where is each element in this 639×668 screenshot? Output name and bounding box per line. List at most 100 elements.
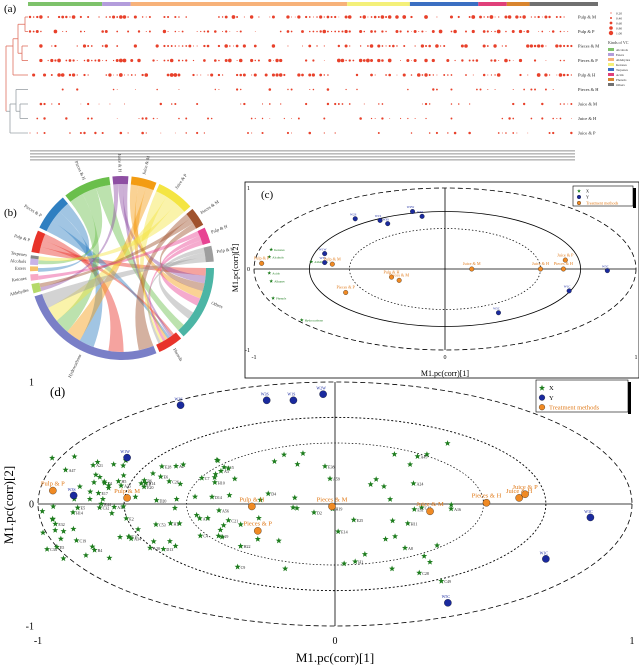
bubble	[479, 15, 482, 19]
bubble	[87, 15, 90, 19]
ring-segment	[112, 176, 129, 185]
bubble	[254, 117, 256, 120]
bubble	[338, 16, 340, 18]
bubble	[519, 16, 522, 18]
bubble	[552, 131, 555, 135]
bubble	[341, 30, 344, 33]
x-variable-star	[196, 515, 203, 521]
treatment-label: Juice & H	[532, 261, 549, 266]
x-variable-label: Hydrocarbons	[305, 319, 324, 323]
bubble	[163, 59, 166, 62]
bubble	[533, 59, 537, 62]
bubble	[43, 117, 46, 120]
bubble	[541, 102, 544, 106]
bubble	[170, 45, 173, 47]
kind-legend-swatch	[608, 53, 614, 56]
x-variable-star	[141, 477, 148, 483]
bubble	[116, 30, 119, 33]
row-label: Pulp & P	[578, 29, 595, 34]
bubble	[385, 30, 387, 33]
x-variable-star	[106, 554, 113, 561]
bubble	[504, 15, 508, 19]
chord-label: Pulp & H	[210, 223, 229, 234]
bubble	[403, 44, 406, 48]
bubble	[501, 117, 504, 120]
x-variable-star	[82, 552, 89, 558]
bubble	[268, 88, 272, 91]
x-variable-label: A45	[421, 454, 428, 459]
row-label: Pieces & H	[578, 87, 599, 92]
bubble	[104, 44, 108, 48]
bubble	[309, 88, 311, 91]
panel-c-label: (c)	[261, 189, 274, 201]
legend-entry: Y	[586, 194, 589, 199]
x-variable-label: D14	[215, 495, 222, 500]
x-variable-star	[392, 533, 399, 539]
bubble	[352, 59, 355, 62]
x-variable-label: E38	[328, 464, 334, 469]
bubble	[105, 16, 108, 18]
treatment-point	[426, 507, 434, 516]
bubble	[185, 132, 187, 134]
x-variable-star	[234, 563, 241, 570]
bubble	[178, 16, 180, 18]
bubble	[115, 59, 119, 62]
legend-treatment-marker	[538, 404, 546, 411]
bubble	[556, 117, 558, 120]
bubble	[112, 88, 115, 91]
bubble	[137, 30, 141, 33]
x-variable-star	[373, 476, 380, 482]
bubble	[367, 16, 369, 18]
bubble	[236, 16, 239, 18]
bubble	[348, 30, 351, 33]
treatment-point	[343, 290, 349, 295]
y-variable-label: W3S	[319, 256, 326, 260]
bubble	[94, 131, 97, 135]
bubble	[308, 73, 312, 77]
x-variable-label: C53	[159, 523, 166, 528]
kind-legend-label: Esters	[616, 53, 625, 57]
row-label: Juice & M	[578, 102, 597, 107]
x-variable-star	[211, 474, 218, 480]
x-variable-star	[90, 479, 98, 485]
chord-ribbon	[67, 187, 154, 341]
x-variable-star	[192, 493, 199, 500]
bubble	[400, 60, 402, 61]
bubble	[181, 30, 184, 33]
ring-segment	[130, 176, 157, 191]
bubble	[362, 59, 366, 62]
bubble	[159, 102, 163, 106]
x-variable-star	[158, 463, 165, 470]
bubble	[454, 59, 456, 62]
x-variable-label: A21	[96, 463, 103, 468]
x-variable-star	[294, 461, 301, 467]
row-label: Pulp & M	[578, 15, 596, 20]
x-variable-star	[219, 533, 226, 540]
x-variable-star	[269, 247, 274, 252]
bubble	[468, 131, 471, 135]
bubble	[418, 31, 420, 32]
bubble	[207, 74, 209, 76]
bubble	[424, 73, 428, 77]
chord-ribbon	[149, 240, 203, 342]
x-variable-star	[86, 495, 93, 502]
bubble	[428, 44, 431, 48]
ring-segment	[156, 183, 191, 212]
bubble	[563, 44, 566, 48]
x-variable-star	[87, 488, 94, 495]
bubble	[167, 59, 169, 62]
bubble	[87, 117, 90, 120]
y-variable-point	[322, 260, 328, 265]
x-variable-star	[225, 465, 232, 471]
bubble	[43, 131, 46, 135]
row-label: Juice & H	[578, 116, 597, 121]
y-variable-label: W2W	[316, 386, 326, 391]
ring-segment	[34, 293, 157, 360]
size-legend-label: 1.00	[616, 32, 622, 36]
bubble	[102, 60, 104, 61]
y-variable-label: W2S	[175, 397, 183, 402]
x-variable-label: A24	[416, 481, 423, 486]
bubble	[327, 74, 329, 76]
kind-legend-title: Kinds of VC	[608, 40, 629, 45]
bubble	[210, 73, 214, 77]
